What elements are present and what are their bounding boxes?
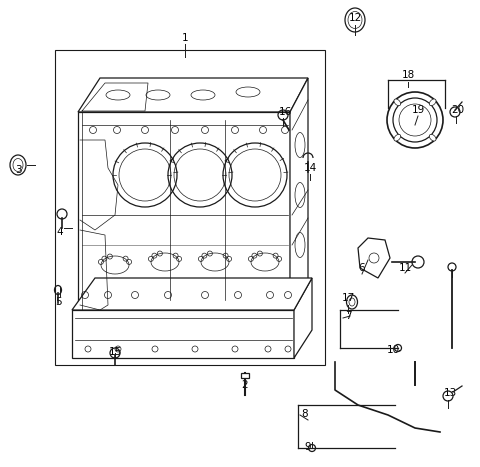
- Bar: [241, 373, 249, 378]
- Text: 16: 16: [278, 107, 292, 117]
- Text: 20: 20: [451, 105, 465, 115]
- Text: 1: 1: [182, 33, 188, 43]
- Text: 17: 17: [341, 293, 355, 303]
- Text: 6: 6: [359, 263, 365, 273]
- Text: 15: 15: [108, 347, 121, 357]
- Polygon shape: [72, 278, 312, 310]
- Ellipse shape: [394, 134, 401, 141]
- Text: 7: 7: [345, 311, 351, 321]
- Ellipse shape: [394, 99, 401, 106]
- Ellipse shape: [429, 134, 436, 141]
- Ellipse shape: [429, 99, 436, 106]
- Polygon shape: [78, 78, 308, 112]
- Text: 18: 18: [401, 70, 415, 80]
- Text: 8: 8: [302, 409, 308, 419]
- Text: 13: 13: [444, 388, 456, 398]
- Text: 12: 12: [348, 13, 361, 23]
- Text: 14: 14: [303, 163, 317, 173]
- Text: 5: 5: [55, 297, 61, 307]
- Text: 4: 4: [57, 227, 63, 237]
- Text: 10: 10: [386, 345, 399, 355]
- Polygon shape: [78, 112, 290, 310]
- Polygon shape: [294, 278, 312, 358]
- Text: 11: 11: [398, 263, 412, 273]
- Polygon shape: [72, 310, 294, 358]
- Polygon shape: [290, 78, 308, 310]
- Bar: [55, 50, 325, 365]
- Text: 19: 19: [411, 105, 425, 115]
- Text: 3: 3: [15, 165, 21, 175]
- Text: 9: 9: [305, 442, 312, 452]
- Text: 2: 2: [242, 380, 248, 390]
